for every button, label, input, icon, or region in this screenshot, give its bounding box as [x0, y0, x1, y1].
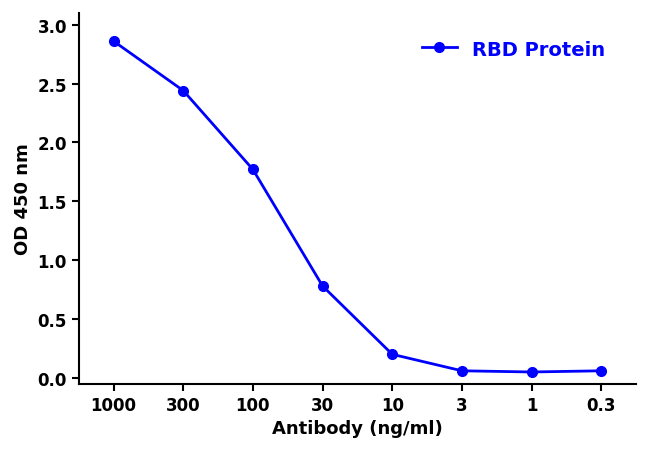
Line: RBD Protein: RBD Protein: [109, 37, 606, 377]
RBD Protein: [388, 352, 396, 357]
RBD Protein: [318, 284, 326, 289]
Y-axis label: OD 450 nm: OD 450 nm: [14, 143, 32, 255]
RBD Protein: [528, 369, 536, 375]
RBD Protein: [458, 368, 466, 374]
RBD Protein: [249, 167, 257, 173]
RBD Protein: [597, 368, 605, 374]
RBD Protein: [110, 39, 118, 45]
X-axis label: Antibody (ng/ml): Antibody (ng/ml): [272, 419, 443, 437]
Legend: RBD Protein: RBD Protein: [412, 31, 616, 69]
RBD Protein: [179, 89, 187, 94]
